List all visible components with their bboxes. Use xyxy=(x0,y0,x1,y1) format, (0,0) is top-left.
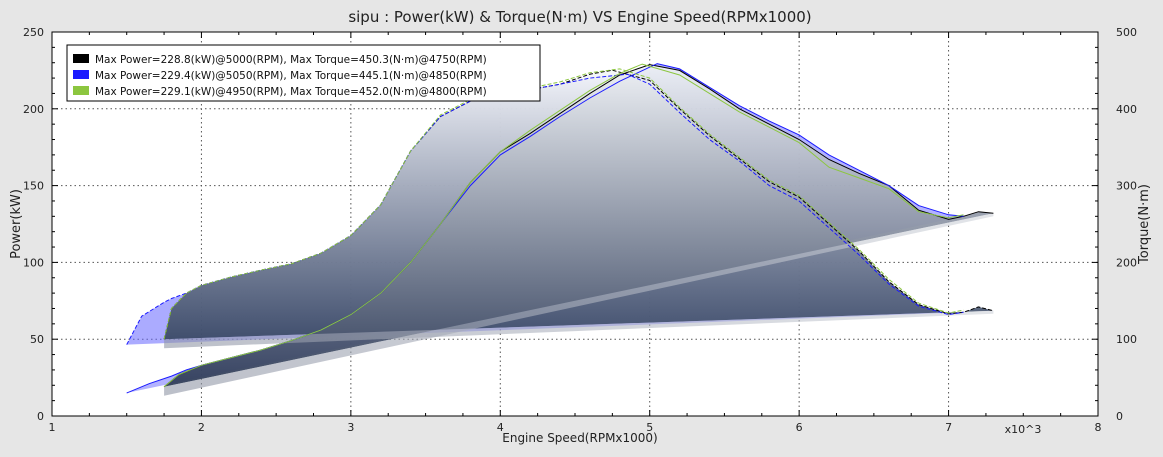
x-tick-label: 2 xyxy=(198,421,205,434)
series-lines xyxy=(126,63,994,394)
y-right-tick-label: 400 xyxy=(1116,103,1137,116)
legend: Max Power=228.8(kW)@5000(RPM), Max Torqu… xyxy=(66,44,541,102)
area-fills xyxy=(126,63,994,396)
legend-entry-label: Max Power=228.8(kW)@5000(RPM), Max Torqu… xyxy=(95,54,487,66)
x-axis-label: Engine Speed(RPMx1000) xyxy=(502,431,658,445)
x-tick-label: 7 xyxy=(945,421,952,434)
torque-line-series-1 xyxy=(163,69,994,340)
x-tick-label: 3 xyxy=(347,421,354,434)
y-left-tick-label: 150 xyxy=(23,180,44,193)
legend-box xyxy=(66,44,541,102)
y-right-tick-label: 500 xyxy=(1116,26,1137,39)
y-left-tick-label: 250 xyxy=(23,26,44,39)
y-left-tick-label: 100 xyxy=(23,256,44,269)
y-left-tick-label: 0 xyxy=(37,410,44,423)
y-right-tick-label: 100 xyxy=(1116,333,1137,346)
power-base-wedge xyxy=(164,213,994,396)
y-right-tick-label: 0 xyxy=(1116,410,1123,423)
legend-entry-label: Max Power=229.1(kW)@4950(RPM), Max Torqu… xyxy=(95,86,487,98)
axes: 1 2 3 4 5 6 7 8 0 50 100 150 200 250 0 100 200 300 400 500 xyxy=(23,26,1137,434)
power-line-series-3 xyxy=(163,63,964,388)
x-tick-label: 5 xyxy=(646,421,653,434)
x-tick-label: 8 xyxy=(1095,421,1102,434)
x-tick-label: 4 xyxy=(497,421,504,434)
chart-title: sipu : Power(kW) & Torque(N·m) VS Engine… xyxy=(348,8,811,26)
y-right-tick-label: 200 xyxy=(1116,256,1137,269)
x-tick-label: 6 xyxy=(796,421,803,434)
y-right-tick-label: 300 xyxy=(1116,180,1137,193)
legend-entry-label: Max Power=229.4(kW)@5050(RPM), Max Torqu… xyxy=(95,70,487,82)
y-axis-left-label: Power(kW) xyxy=(9,189,24,259)
torque-base-wedge xyxy=(164,310,994,349)
x-multiplier-label: x10^3 xyxy=(1005,423,1042,436)
legend-swatch xyxy=(73,54,89,63)
y-axis-right-label: Torque(N·m) xyxy=(1137,184,1152,265)
y-left-tick-label: 50 xyxy=(30,333,44,346)
torque-line-series-3 xyxy=(163,68,964,340)
legend-swatch xyxy=(73,86,89,95)
legend-swatch xyxy=(73,70,89,79)
y-left-tick-label: 200 xyxy=(23,103,44,116)
x-tick-label: 1 xyxy=(49,421,56,434)
power-area-fill xyxy=(164,64,994,387)
